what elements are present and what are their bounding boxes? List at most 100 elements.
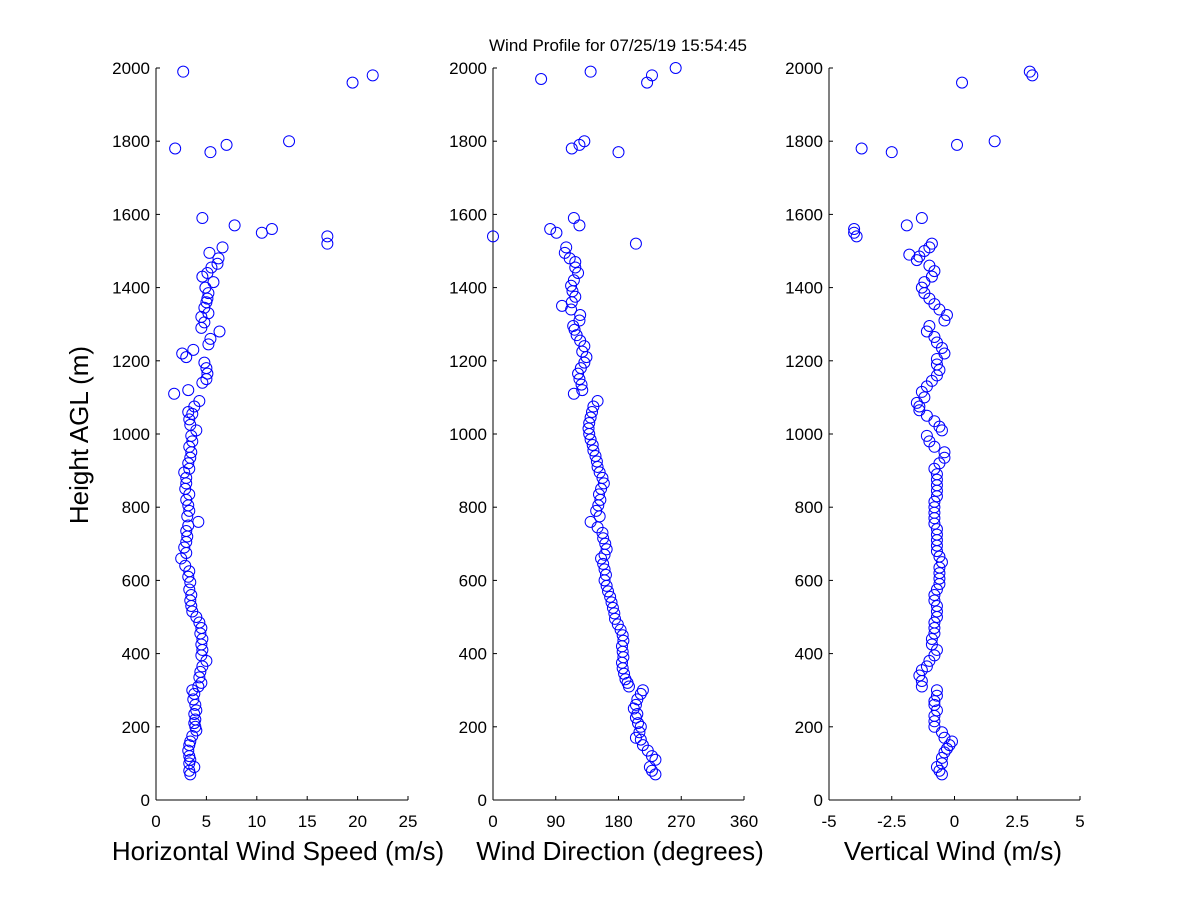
data-point	[196, 376, 209, 389]
data-point	[608, 607, 621, 620]
data-point	[928, 495, 941, 508]
y-tick-label: 200	[795, 718, 823, 737]
data-point	[913, 669, 926, 682]
data-point	[180, 351, 193, 364]
data-point	[920, 325, 933, 338]
data-point	[938, 314, 951, 327]
data-point	[595, 552, 608, 565]
y-tick-label: 1600	[449, 205, 487, 224]
data-point	[569, 261, 582, 274]
data-point	[228, 219, 241, 232]
data-point	[198, 356, 211, 369]
y-tick-label: 1200	[785, 352, 823, 371]
data-point	[988, 135, 1001, 148]
x-tick-label: 2.5	[1005, 812, 1029, 831]
data-point	[923, 241, 936, 254]
data-point	[205, 261, 218, 274]
data-point	[569, 290, 582, 303]
x-tick-label: 180	[604, 812, 632, 831]
data-point	[558, 246, 571, 259]
data-point	[550, 226, 563, 239]
data-point	[196, 212, 209, 225]
data-point	[201, 367, 214, 380]
data-point	[938, 731, 951, 744]
y-tick-label: 2000	[785, 59, 823, 78]
data-point	[930, 605, 943, 618]
data-point	[366, 69, 379, 82]
x-tick-label: 90	[546, 812, 565, 831]
y-tick-label: 400	[459, 645, 487, 664]
data-point	[194, 665, 207, 678]
data-point	[598, 563, 611, 576]
panel-wind-direction: 0 200 400 600 800 1000 1200 1400 1600 1800 2000 0 90…	[449, 59, 758, 831]
x-tick-label: 20	[348, 812, 367, 831]
data-point	[584, 515, 597, 528]
x-tick-label: 270	[667, 812, 695, 831]
data-point	[930, 336, 943, 349]
y-tick-label: 1000	[785, 425, 823, 444]
data-point	[945, 735, 958, 748]
x-tick-label: 360	[730, 812, 758, 831]
data-point	[185, 589, 198, 602]
data-point	[915, 281, 928, 294]
data-point	[583, 417, 596, 430]
data-point	[567, 387, 580, 400]
data-point	[616, 629, 629, 642]
data-point	[283, 135, 296, 148]
data-point	[933, 567, 946, 580]
data-point	[187, 343, 200, 356]
y-tick-label: 600	[459, 571, 487, 590]
data-point	[925, 237, 938, 250]
data-point	[207, 276, 220, 289]
x-tick-label: 0	[488, 812, 497, 831]
data-point	[177, 65, 190, 78]
data-point	[213, 325, 226, 338]
data-point	[589, 449, 602, 462]
data-point	[192, 680, 205, 693]
data-point	[850, 230, 863, 243]
data-point	[915, 680, 928, 693]
data-point	[180, 524, 193, 537]
data-point	[604, 590, 617, 603]
data-point	[930, 583, 943, 596]
data-point	[212, 252, 225, 265]
data-point	[586, 438, 599, 451]
data-point	[611, 618, 624, 631]
data-point	[633, 726, 646, 739]
data-point	[567, 274, 580, 287]
y-tick-label: 400	[795, 645, 823, 664]
data-point	[636, 739, 649, 752]
data-point	[578, 135, 591, 148]
data-point	[920, 660, 933, 673]
data-point	[190, 704, 203, 717]
y-tick-label: 600	[795, 571, 823, 590]
data-point	[900, 219, 913, 232]
data-point	[572, 266, 585, 279]
data-point	[567, 212, 580, 225]
panel-horizontal-wind-speed: 0 200 400 600 800 1000 1200 1400 1600 1800 2000 0 5 1…	[112, 59, 417, 831]
data-point	[586, 406, 599, 419]
data-point	[560, 241, 573, 254]
y-tick-label: 0	[814, 791, 823, 810]
data-point	[183, 504, 196, 517]
data-point	[321, 237, 334, 250]
y-tick-label: 2000	[112, 59, 150, 78]
xlabel-vertical-wind: Vertical Wind (m/s)	[844, 836, 1062, 866]
data-point	[645, 69, 658, 82]
data-point	[956, 76, 969, 89]
y-tick-label: 200	[459, 718, 487, 737]
y-tick-label: 200	[122, 718, 150, 737]
y-tick-label: 1800	[785, 132, 823, 151]
data-point	[930, 358, 943, 371]
data-point	[182, 744, 195, 757]
data-point	[1026, 69, 1039, 82]
data-point	[925, 632, 938, 645]
y-tick-label: 1200	[112, 352, 150, 371]
figure-title: Wind Profile for 07/25/19 15:54:45	[489, 36, 747, 55]
y-tick-label: 800	[459, 498, 487, 517]
data-point	[933, 363, 946, 376]
data-point	[599, 537, 612, 550]
data-point	[346, 76, 359, 89]
